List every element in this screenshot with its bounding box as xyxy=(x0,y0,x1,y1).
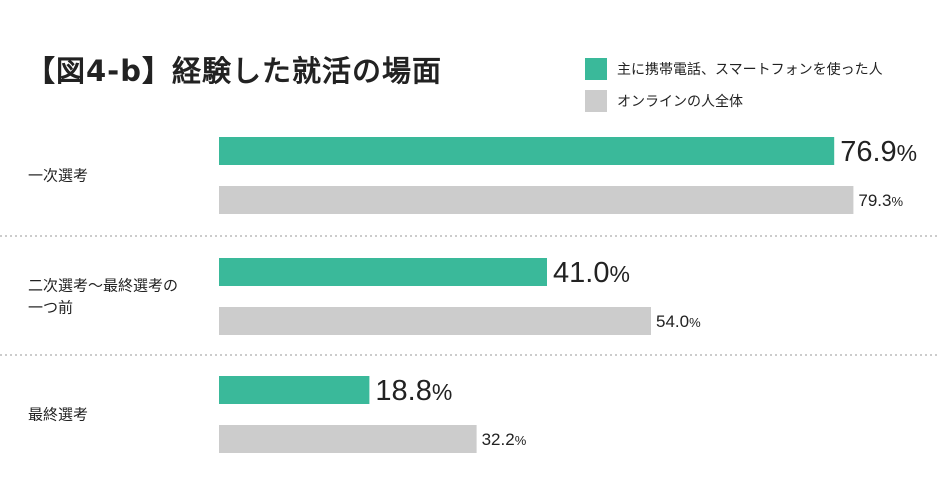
category-label-1: 一次選考 xyxy=(28,167,88,185)
value-unit: % xyxy=(689,315,701,330)
value-label-online-1: 79.3% xyxy=(858,191,903,210)
value-number: 18.8 xyxy=(375,375,431,407)
category-label-line: 一つ前 xyxy=(28,299,73,317)
value-number: 41.0 xyxy=(553,257,609,289)
category-label-line: 二次選考〜最終選考の xyxy=(28,277,178,295)
legend-label-online: オンラインの人全体 xyxy=(617,94,743,110)
legend-item-mobile: 主に携帯電話、スマートフォンを使った人 xyxy=(585,58,883,80)
value-label-mobile-1: 76.9% xyxy=(840,136,917,168)
value-label-mobile-3: 18.8% xyxy=(375,375,452,407)
bar-mobile-1 xyxy=(219,137,835,165)
value-number: 79.3 xyxy=(858,191,891,210)
legend-item-online: オンラインの人全体 xyxy=(585,90,743,112)
value-unit: % xyxy=(609,261,629,287)
legend-label-mobile: 主に携帯電話、スマートフォンを使った人 xyxy=(617,62,883,78)
bar-online-2 xyxy=(219,307,651,335)
chart-title: 【図4-b】経験した就活の場面 xyxy=(26,54,442,88)
value-label-mobile-2: 41.0% xyxy=(553,257,630,289)
bar-mobile-3 xyxy=(219,376,370,404)
value-unit: % xyxy=(897,140,917,166)
bar-online-1 xyxy=(219,186,854,214)
legend-swatch-online xyxy=(585,90,607,112)
legend-swatch-mobile xyxy=(585,58,607,80)
category-label-3: 最終選考 xyxy=(28,406,88,424)
value-label-online-2: 54.0% xyxy=(656,312,701,331)
value-unit: % xyxy=(891,194,903,209)
value-unit: % xyxy=(432,379,452,405)
value-unit: % xyxy=(515,433,527,448)
value-label-online-3: 32.2% xyxy=(482,430,527,449)
bar-mobile-2 xyxy=(219,258,547,286)
value-number: 54.0 xyxy=(656,312,689,331)
bar-online-3 xyxy=(219,425,477,453)
category-label-2: 二次選考〜最終選考の一つ前 xyxy=(28,277,178,317)
value-number: 32.2 xyxy=(482,430,515,449)
category-label-line: 一次選考 xyxy=(28,167,88,185)
value-number: 76.9 xyxy=(840,136,896,168)
category-label-line: 最終選考 xyxy=(28,406,88,424)
